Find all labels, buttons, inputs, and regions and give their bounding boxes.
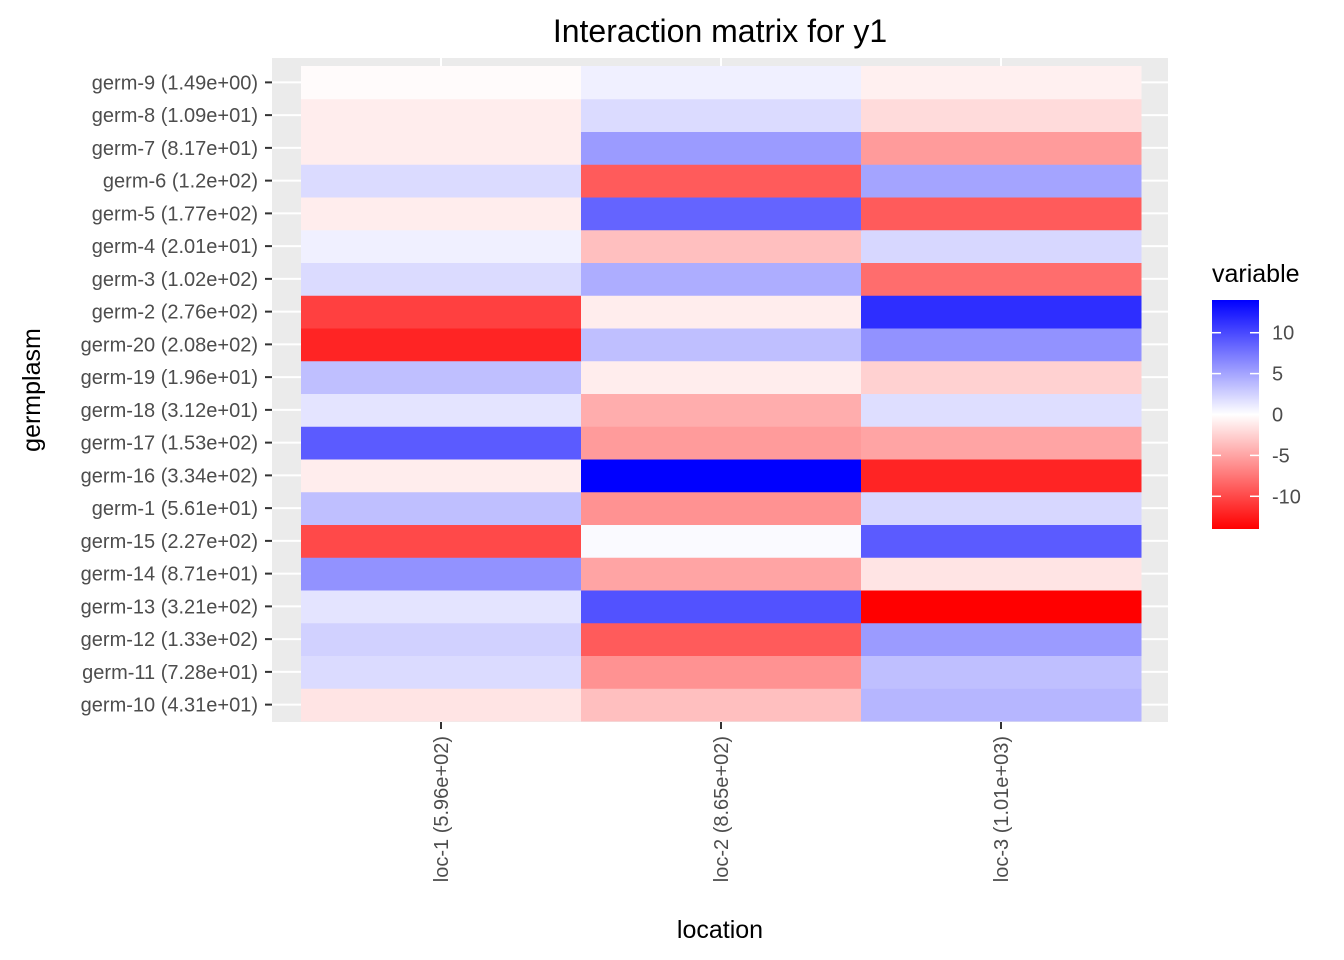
y-tick-label: germ-13 (3.21e+02) <box>81 596 258 618</box>
y-tick-label: germ-8 (1.09e+01) <box>92 105 258 127</box>
heatmap-cell <box>581 524 862 558</box>
legend-label: 0 <box>1272 405 1283 427</box>
heatmap-cell <box>861 360 1142 394</box>
heatmap-cell <box>301 590 582 624</box>
heatmap-cell <box>581 459 862 493</box>
x-tick-label: loc-1 (5.96e+02) <box>431 736 453 882</box>
y-tick-label: germ-4 (2.01e+01) <box>92 236 258 258</box>
heatmap-cell <box>301 688 582 722</box>
heatmap-cell <box>581 229 862 263</box>
legend-title: variable <box>1212 260 1300 288</box>
heatmap-cell <box>301 655 582 689</box>
heatmap-cell <box>581 590 862 624</box>
heatmap-cell <box>861 393 1142 427</box>
y-tick-label: germ-17 (1.53e+02) <box>81 433 258 455</box>
legend-label: 10 <box>1272 323 1294 345</box>
x-axis-title: location <box>677 916 763 944</box>
y-tick-label: germ-18 (3.12e+01) <box>81 400 258 422</box>
plot-title: Interaction matrix for y1 <box>553 13 887 49</box>
y-tick-label: germ-19 (1.96e+01) <box>81 367 258 389</box>
y-tick-label: germ-20 (2.08e+02) <box>81 334 258 356</box>
heatmap-cell <box>581 328 862 362</box>
heatmap-cell <box>581 164 862 198</box>
heatmap-cell <box>581 98 862 132</box>
y-tick-label: germ-16 (3.34e+02) <box>81 465 258 487</box>
y-tick-label: germ-11 (7.28e+01) <box>82 662 258 684</box>
heatmap-cell <box>581 295 862 329</box>
x-axis-ticks: loc-1 (5.96e+02) loc-2 (8.65e+02) loc-3 (1… <box>431 722 1013 882</box>
x-tick-label: loc-2 (8.65e+02) <box>711 736 733 882</box>
y-tick-label: germ-9 (1.49e+00) <box>92 72 258 94</box>
x-tick-label: loc-3 (1.01e+03) <box>991 736 1013 882</box>
y-tick-label: germ-15 (2.27e+02) <box>81 531 258 553</box>
heatmap-cell <box>301 557 582 591</box>
heatmap-cell <box>581 655 862 689</box>
heatmap-cell <box>861 426 1142 460</box>
heatmap-cell <box>301 459 582 493</box>
heatmap-cell <box>861 557 1142 591</box>
heatmap-cell <box>301 229 582 263</box>
y-tick-label: germ-1 (5.61e+01) <box>92 498 258 520</box>
heatmap-cell <box>301 491 582 525</box>
legend-label: -5 <box>1272 445 1290 467</box>
heatmap-cell <box>861 229 1142 263</box>
heatmap-cell <box>301 622 582 656</box>
heatmap-cell <box>861 98 1142 132</box>
heatmap-cell <box>861 328 1142 362</box>
heatmap-cell <box>301 328 582 362</box>
y-tick-label: germ-6 (1.2e+02) <box>103 171 258 193</box>
heatmap-cells <box>301 66 1142 722</box>
y-tick-label: germ-14 (8.71e+01) <box>81 564 258 586</box>
heatmap-cell <box>861 197 1142 231</box>
y-axis-ticks: germ-10 (4.31e+01) germ-11 (7.28e+01) germ… <box>81 72 272 717</box>
heatmap-cell <box>301 98 582 132</box>
heatmap-cell <box>861 524 1142 558</box>
heatmap-cell <box>301 66 582 100</box>
heatmap-cell <box>301 197 582 231</box>
heatmap-cell <box>861 164 1142 198</box>
heatmap-cell <box>861 491 1142 525</box>
heatmap-cell <box>861 66 1142 100</box>
heatmap-cell <box>861 131 1142 165</box>
heatmap-cell <box>301 295 582 329</box>
heatmap-cell <box>861 688 1142 722</box>
legend: variable 10 5 0 -5 -10 <box>1212 260 1301 529</box>
y-axis-title: germplasm <box>18 328 46 452</box>
heatmap-cell <box>581 393 862 427</box>
heatmap-cell <box>581 66 862 100</box>
y-tick-label: germ-7 (8.17e+01) <box>92 138 258 160</box>
heatmap-cell <box>861 590 1142 624</box>
heatmap-cell <box>301 393 582 427</box>
heatmap-cell <box>301 426 582 460</box>
y-tick-label: germ-5 (1.77e+02) <box>92 203 258 225</box>
heatmap-cell <box>581 557 862 591</box>
heatmap-cell <box>861 459 1142 493</box>
heatmap-cell <box>861 262 1142 296</box>
y-tick-label: germ-12 (1.33e+02) <box>81 629 258 651</box>
y-tick-label: germ-3 (1.02e+02) <box>92 269 258 291</box>
legend-label: -10 <box>1272 486 1301 508</box>
y-tick-label: germ-10 (4.31e+01) <box>81 695 258 717</box>
heatmap-cell <box>581 688 862 722</box>
heatmap-cell <box>861 622 1142 656</box>
heatmap-cell <box>581 622 862 656</box>
legend-label: 5 <box>1272 364 1283 386</box>
heatmap-cell <box>581 360 862 394</box>
heatmap-cell <box>301 262 582 296</box>
heatmap-cell <box>861 295 1142 329</box>
heatmap-cell <box>581 262 862 296</box>
y-tick-label: germ-2 (2.76e+02) <box>92 302 258 324</box>
heatmap-cell <box>301 164 582 198</box>
heatmap-cell <box>861 655 1142 689</box>
heatmap-cell <box>301 524 582 558</box>
heatmap-cell <box>581 131 862 165</box>
heatmap-cell <box>581 491 862 525</box>
heatmap-cell <box>301 360 582 394</box>
heatmap-cell <box>581 197 862 231</box>
heatmap-cell <box>581 426 862 460</box>
heatmap-cell <box>301 131 582 165</box>
